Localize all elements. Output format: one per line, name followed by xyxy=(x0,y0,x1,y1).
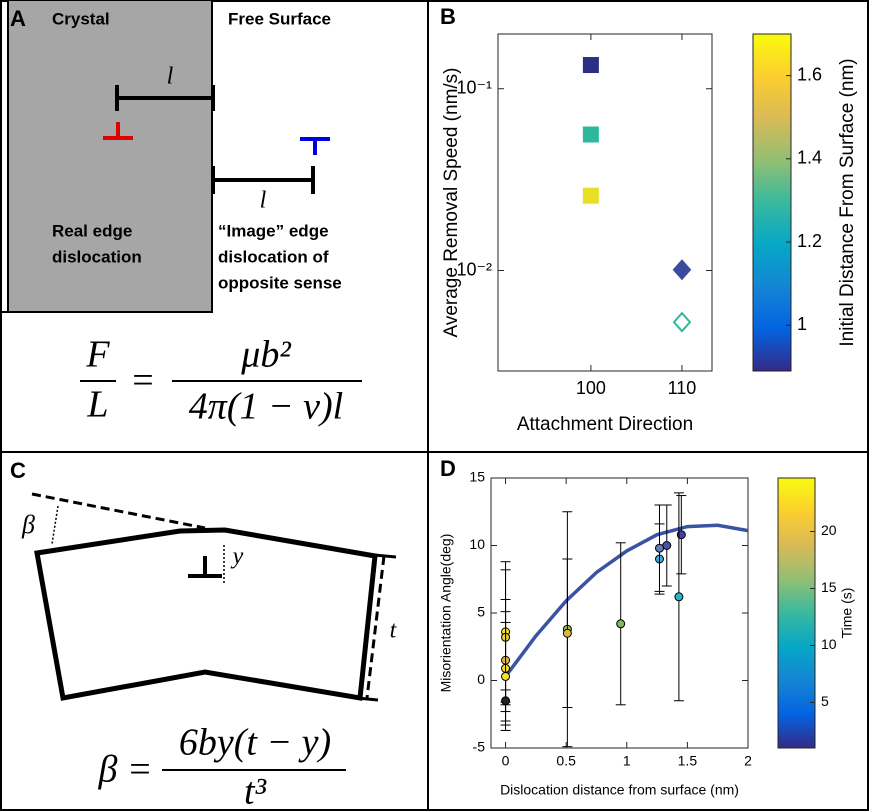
x-axis-label: Dislocation distance from surface (nm) xyxy=(500,782,739,798)
panel-letter: B xyxy=(440,4,456,29)
x-tick-label: 1.5 xyxy=(678,753,698,769)
colorbar xyxy=(752,33,792,372)
colorbar-label: Time (s) xyxy=(839,588,855,639)
point xyxy=(501,671,511,681)
point xyxy=(562,628,572,638)
label: t xyxy=(390,618,398,644)
x-tick-label: 100 xyxy=(576,378,606,398)
colorbar-tick-label: 1.6 xyxy=(797,64,822,84)
panel-letter: C xyxy=(10,458,26,483)
label: y xyxy=(231,544,244,570)
panel-a: A Crystal Free Surface l l Real edge dis… xyxy=(0,0,362,428)
colorbar-tick-label: 1.4 xyxy=(797,148,822,168)
point xyxy=(582,187,599,204)
point xyxy=(662,541,672,550)
label: Real edge xyxy=(52,221,132,240)
reference-line xyxy=(31,492,206,530)
distance-bar xyxy=(211,166,315,194)
x-tick-label: 2 xyxy=(744,753,752,769)
y-tick-label: 10 xyxy=(469,536,485,552)
plot-area xyxy=(490,477,749,749)
plot-area xyxy=(497,33,713,372)
y-axis-label: Average Removal Speed (nm/s) xyxy=(441,68,462,338)
colorbar-tick-label: 10 xyxy=(821,636,837,652)
equation: = xyxy=(132,360,153,402)
equation: = xyxy=(129,749,150,791)
colorbar xyxy=(777,477,816,749)
colorbar-tick-label: 1 xyxy=(797,314,807,334)
point xyxy=(616,619,626,629)
y-axis-label: Misorientation Angle(deg) xyxy=(438,534,454,693)
dislocation-symbol xyxy=(188,556,222,578)
y-tick-label: 15 xyxy=(469,469,485,485)
x-tick-label: 0.5 xyxy=(556,753,576,769)
panel-c: C β y t β = 6by(t − y) t³ xyxy=(10,458,398,811)
equation: L xyxy=(86,384,108,426)
label: dislocation of xyxy=(218,247,329,266)
label: dislocation xyxy=(52,247,142,266)
panel-letter: A xyxy=(10,6,26,31)
equation: t³ xyxy=(244,771,267,811)
label: Crystal xyxy=(52,9,110,28)
equation: F xyxy=(85,334,110,376)
point xyxy=(674,592,684,602)
y-tick-label: -5 xyxy=(473,739,486,755)
label: opposite sense xyxy=(218,273,342,292)
x-tick-label: 0 xyxy=(502,753,510,769)
x-tick-label: 1 xyxy=(623,753,631,769)
colorbar-label: Initial Distance From Surface (nm) xyxy=(837,58,858,346)
thickness-marker xyxy=(356,553,397,702)
colorbar-tick-label: 1.2 xyxy=(797,231,822,251)
equation: β xyxy=(98,749,118,791)
image-dislocation-symbol xyxy=(300,137,330,155)
fit-line xyxy=(504,523,749,678)
panel-letter: D xyxy=(440,456,456,481)
label: Free Surface xyxy=(228,9,331,28)
label: l xyxy=(260,188,267,214)
distance-bar xyxy=(115,85,215,111)
equation: μb² xyxy=(240,334,291,376)
y-tick-label: 10⁻¹ xyxy=(456,77,492,97)
y-tick-label: 0 xyxy=(477,671,485,687)
label: β xyxy=(21,510,35,539)
y-tick-label: 5 xyxy=(477,604,485,620)
equation: 6by(t − y) xyxy=(179,722,331,764)
x-tick-label: 110 xyxy=(668,378,697,398)
colorbar-tick-label: 15 xyxy=(821,579,837,595)
angle-marker xyxy=(51,505,59,545)
bent-crystal xyxy=(34,527,378,701)
dislocation-symbol xyxy=(103,122,133,140)
label: l xyxy=(167,64,174,90)
colorbar-tick-label: 5 xyxy=(821,693,829,709)
point xyxy=(582,57,599,74)
point xyxy=(501,696,511,706)
equation: 4π(1 − ν)l xyxy=(189,386,343,428)
colorbar-tick-label: 20 xyxy=(821,522,837,538)
label: “Image” edge xyxy=(218,221,329,240)
point xyxy=(672,259,692,281)
point xyxy=(582,126,599,143)
crystal-region xyxy=(7,0,213,313)
point xyxy=(672,311,692,333)
x-axis-label: Attachment Direction xyxy=(517,414,693,435)
y-tick-label: 10⁻² xyxy=(456,259,492,279)
